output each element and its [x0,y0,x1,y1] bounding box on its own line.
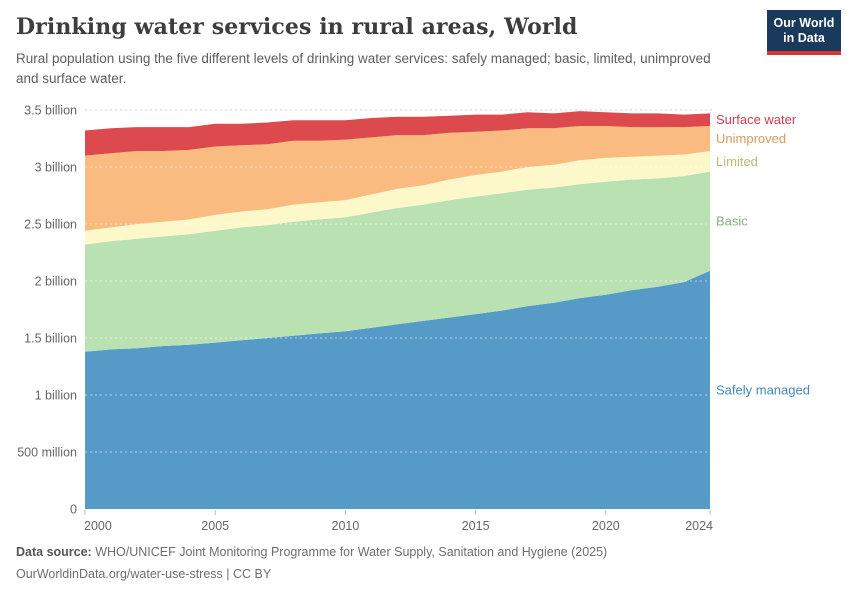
legend-label-limited[interactable]: Limited [716,154,758,169]
x-tick-label: 2024 [685,519,713,533]
y-tick-label: 500 million [17,446,77,460]
data-source-line: Data source: WHO/UNICEF Joint Monitoring… [16,541,816,563]
legend-label-safely-managed[interactable]: Safely managed [716,382,810,397]
y-tick-label: 1.5 billion [24,332,77,346]
chart-area-unimproved[interactable] [85,126,710,231]
y-tick-label: 2.5 billion [24,218,77,232]
y-tick-label: 3.5 billion [24,104,77,118]
footer-link-line[interactable]: OurWorldinData.org/water-use-stress | CC… [16,567,272,582]
legend-label-basic[interactable]: Basic [716,214,748,229]
x-tick-label: 2005 [201,519,229,533]
page-title: Drinking water services in rural areas, … [16,14,578,40]
y-tick-label: 3 billion [35,161,77,175]
legend-label-surface-water[interactable]: Surface water [716,112,797,127]
chart-subtitle: Rural population using the five differen… [16,51,711,87]
chart-area-limited[interactable] [85,151,710,245]
x-tick-label: 2015 [462,519,490,533]
data-source-text: WHO/UNICEF Joint Monitoring Programme fo… [91,545,608,559]
chart-area-basic[interactable] [85,171,710,352]
owid-logo[interactable]: Our World in Data [767,10,841,55]
x-tick-label: 2000 [84,519,112,533]
chart-area-safely-managed[interactable] [85,270,710,509]
y-tick-label: 2 billion [35,275,77,289]
x-tick-label: 2020 [592,519,620,533]
chart-header: Drinking water services in rural areas, … [16,14,756,90]
owid-logo-line1: Our World [773,16,835,30]
y-tick-label: 1 billion [35,389,77,403]
chart-footer: Data source: WHO/UNICEF Joint Monitoring… [16,541,816,586]
data-source-label: Data source: [16,545,92,559]
x-tick-label: 2010 [332,519,360,533]
y-tick-label: 0 [70,503,77,517]
owid-logo-line2: in Data [783,31,825,45]
chart-area-surface-water[interactable] [85,111,710,156]
legend-label-unimproved[interactable]: Unimproved [716,131,786,146]
